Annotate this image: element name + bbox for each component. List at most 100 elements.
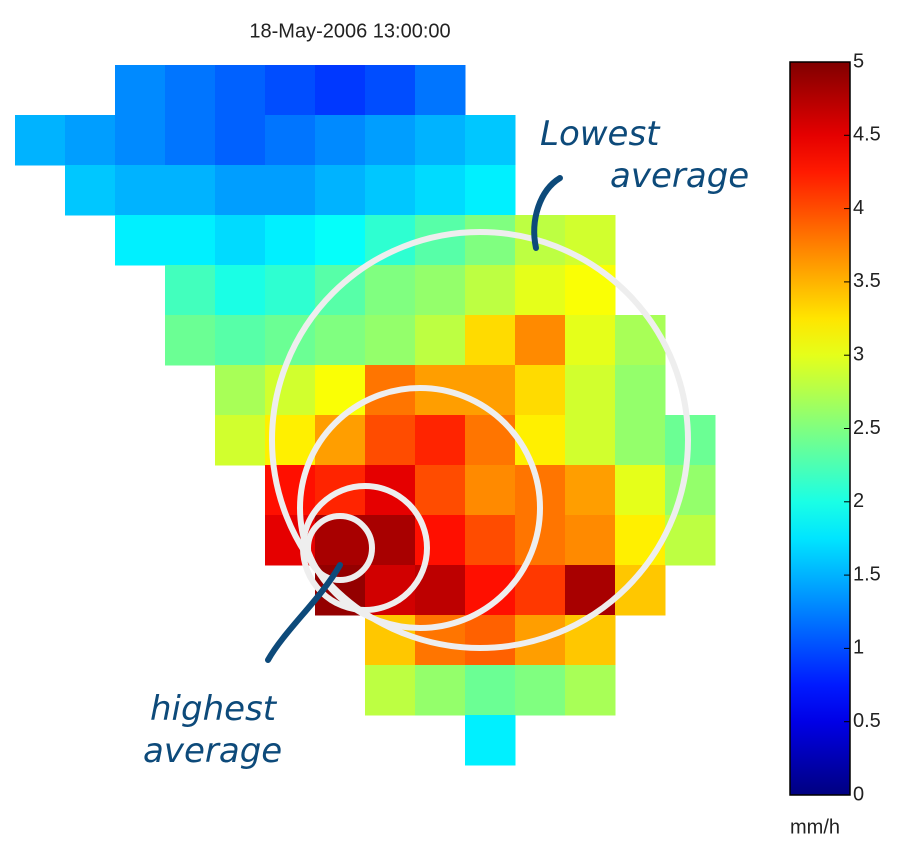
cell <box>615 365 666 416</box>
cell <box>315 65 366 116</box>
cell <box>215 315 266 366</box>
cell <box>215 165 266 216</box>
cell <box>565 315 616 366</box>
circle <box>269 229 691 651</box>
cell <box>615 415 666 466</box>
cell <box>265 65 316 116</box>
cell <box>615 315 666 366</box>
colorbar-tick-label: 1 <box>853 637 864 659</box>
cell <box>515 365 566 416</box>
cell <box>465 165 516 216</box>
colorbar-label: mm/h <box>790 816 840 838</box>
cell <box>515 315 566 366</box>
cell <box>515 265 566 316</box>
cell <box>315 315 366 366</box>
colorbar <box>789 61 851 796</box>
cell <box>565 515 616 566</box>
cell <box>165 265 216 316</box>
pointer-strokes <box>265 175 563 663</box>
pointer <box>531 175 563 251</box>
cell <box>165 65 216 116</box>
cell <box>215 115 266 166</box>
cell <box>365 315 416 366</box>
cell <box>415 165 466 216</box>
cell <box>515 665 566 716</box>
circle <box>305 513 375 583</box>
cell <box>465 465 516 516</box>
cell <box>115 165 166 216</box>
cell <box>465 715 516 766</box>
cell <box>415 665 466 716</box>
cell <box>415 265 466 316</box>
cell <box>565 365 616 416</box>
colorbar-tick-label: 2.5 <box>853 417 881 439</box>
cell <box>265 215 316 266</box>
colorbar-tick-label: 0 <box>853 783 864 805</box>
cell <box>265 265 316 316</box>
cell <box>365 415 416 466</box>
cell <box>465 315 516 366</box>
cell <box>515 415 566 466</box>
colorbar-tick-label: 3 <box>853 343 864 365</box>
cell <box>215 415 266 466</box>
cell <box>465 115 516 166</box>
cell <box>165 115 216 166</box>
cell <box>365 115 416 166</box>
annotation-circles <box>269 229 691 651</box>
cell <box>65 115 116 166</box>
colorbar-tick-label: 4 <box>853 197 864 219</box>
circle <box>297 385 543 631</box>
cell <box>615 465 666 516</box>
colorbar-tick-label: 3.5 <box>853 270 881 292</box>
cell <box>465 215 516 266</box>
cell <box>165 215 216 266</box>
cell <box>165 165 216 216</box>
cell <box>115 215 166 266</box>
cell <box>615 515 666 566</box>
cell <box>415 115 466 166</box>
chart-title: 18-May-2006 13:00:00 <box>249 20 450 42</box>
cell <box>365 165 416 216</box>
cell <box>415 65 466 116</box>
cell <box>415 465 466 516</box>
cell <box>365 665 416 716</box>
cell <box>415 415 466 466</box>
cell <box>315 115 366 166</box>
cell <box>465 515 516 566</box>
cell <box>165 315 216 366</box>
cell <box>565 665 616 716</box>
cell <box>565 465 616 516</box>
cell <box>665 465 716 516</box>
cell <box>315 215 366 266</box>
colorbar-tick-label: 4.5 <box>853 124 881 146</box>
cell <box>215 365 266 416</box>
cell <box>365 265 416 316</box>
circle <box>300 483 430 613</box>
colorbar-tick-label: 2 <box>853 490 864 512</box>
annotation: Lowest average <box>540 114 749 196</box>
cell <box>565 565 616 616</box>
cell <box>115 115 166 166</box>
cell <box>265 165 316 216</box>
cell <box>215 215 266 266</box>
cell <box>365 65 416 116</box>
cell <box>215 265 266 316</box>
cell <box>465 615 516 666</box>
cell <box>115 65 166 116</box>
annotation: highest average <box>143 689 282 771</box>
cell <box>265 115 316 166</box>
cell <box>315 165 366 216</box>
cell <box>465 665 516 716</box>
cell <box>65 165 116 216</box>
cell <box>365 215 416 266</box>
cell <box>15 115 66 166</box>
colorbar-tick-label: 0.5 <box>853 710 881 732</box>
cell <box>565 615 616 666</box>
cell <box>565 215 616 266</box>
cell <box>415 315 466 366</box>
pointer <box>265 562 343 663</box>
cell <box>565 415 616 466</box>
colorbar-tick-label: 5 <box>853 50 864 72</box>
